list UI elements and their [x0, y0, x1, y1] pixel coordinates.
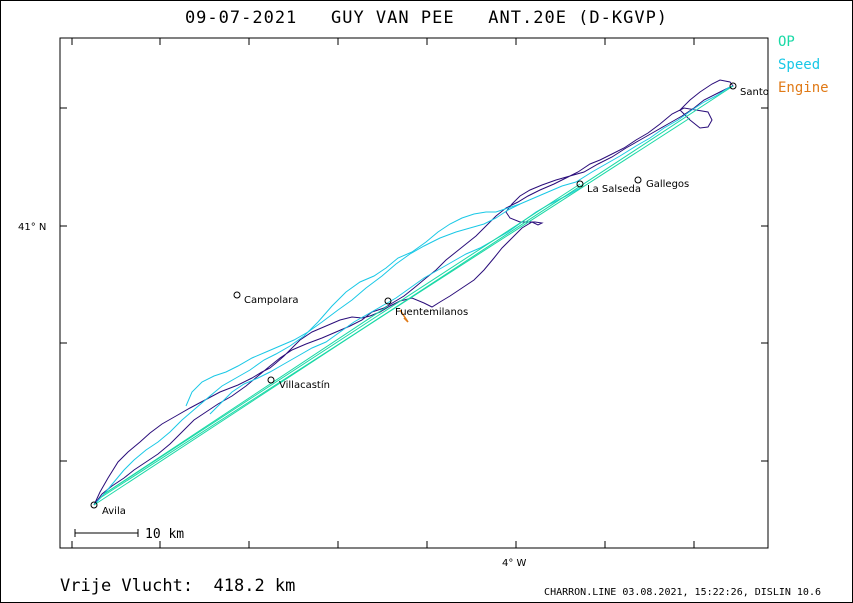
- engine-segment: [399, 309, 409, 323]
- marker-avila: [90, 501, 98, 509]
- speed-track-2: [185, 203, 521, 407]
- marker-santo: [729, 82, 737, 90]
- lat-axis-label: 41° N: [18, 222, 46, 233]
- lon-axis-label: 4° W: [502, 558, 527, 569]
- place-label-avila: Avila: [102, 506, 126, 517]
- marker-fuentemilanos: [384, 297, 392, 305]
- scale-bar: [74, 529, 139, 537]
- marker-villacastin: [267, 376, 275, 384]
- map-frame: [59, 37, 769, 549]
- place-label-villacastin: Villacastín: [279, 379, 330, 391]
- scale-label: 10 km: [145, 527, 184, 542]
- place-label-campolara: Campolara: [244, 295, 298, 306]
- speed-track: [93, 85, 734, 506]
- marker-gallegos: [634, 176, 642, 184]
- place-label-santo: Santo: [740, 87, 769, 98]
- legend-engine: Engine: [778, 80, 829, 96]
- legend-speed: Speed: [778, 57, 821, 73]
- credit-line: CHARRON.LINE 03.08.2021, 15:22:26, DISLI…: [544, 587, 821, 598]
- place-label-fuentemilanos: Fuentemilanos: [395, 307, 468, 318]
- op-lines: [93, 85, 734, 506]
- legend-op: OP: [778, 34, 795, 50]
- marker-campolara: [233, 291, 241, 299]
- marker-la-salseda: [576, 180, 584, 188]
- page-title: 09-07-2021 GUY VAN PEE ANT.20E (D-KGVP): [184, 8, 669, 28]
- speed-track-3: [209, 187, 581, 415]
- place-label-gallegos: Gallegos: [646, 179, 689, 190]
- axis-ticks: [60, 38, 768, 548]
- place-label-la-salseda: La Salseda: [587, 184, 641, 195]
- flight-distance: Vrije Vlucht: 418.2 km: [60, 576, 296, 596]
- place-markers: [90, 82, 737, 509]
